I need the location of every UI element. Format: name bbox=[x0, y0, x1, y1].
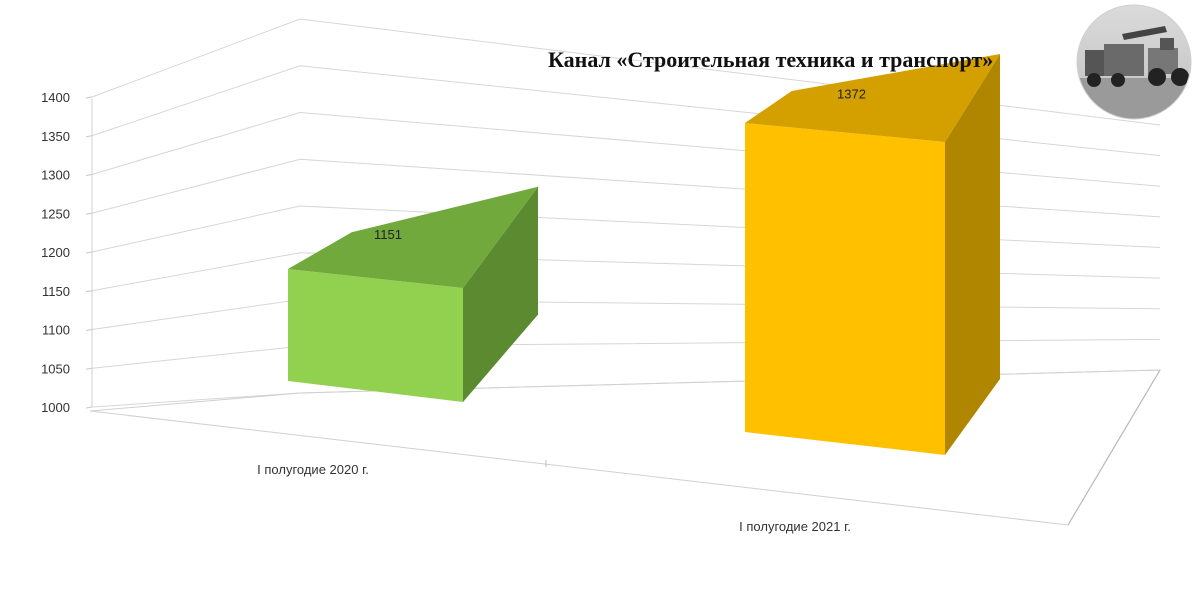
y-tick-label: 1350 bbox=[41, 129, 70, 144]
y-tick-mark bbox=[85, 135, 93, 138]
y-tick-mark bbox=[85, 290, 93, 293]
y-tick-label: 1250 bbox=[41, 206, 70, 221]
channel-title: Канал «Строительная техника и транспорт» bbox=[548, 47, 993, 72]
bar-front-face bbox=[745, 123, 945, 455]
bar-2: 1372 bbox=[745, 54, 1000, 455]
y-tick-mark bbox=[85, 174, 93, 176]
construction-vehicles-icon bbox=[1077, 5, 1191, 119]
x-axis-categories: I полугодие 2020 г. I полугодие 2021 г. bbox=[257, 462, 851, 534]
y-axis-ticks: 1000 1050 1100 1150 1200 1250 1300 1350 1400 bbox=[41, 90, 93, 415]
y-tick-label: 1050 bbox=[41, 361, 70, 376]
bar-front-face bbox=[288, 269, 463, 402]
x-category-label: I полугодие 2021 г. bbox=[739, 519, 851, 534]
bar-side-face bbox=[945, 54, 1000, 455]
y-tick-label: 1100 bbox=[42, 323, 70, 338]
y-tick-mark bbox=[85, 367, 93, 370]
chart-bars: 1151 1372 bbox=[288, 54, 1000, 455]
x-category-label: I полугодие 2020 г. bbox=[257, 462, 369, 477]
y-tick-mark bbox=[85, 251, 93, 254]
floor-right-edge bbox=[1067, 369, 1161, 526]
y-tick-label: 1300 bbox=[41, 168, 70, 183]
bar-data-label: 1372 bbox=[837, 87, 866, 102]
y-tick-mark bbox=[85, 329, 93, 331]
bar-1: 1151 bbox=[288, 186, 538, 402]
y-tick-label: 1150 bbox=[42, 284, 70, 299]
chart-floor bbox=[89, 369, 1161, 526]
bar-top-face bbox=[288, 186, 538, 288]
y-tick-label: 1400 bbox=[41, 90, 70, 105]
chart-walls bbox=[89, 99, 1161, 526]
logo bbox=[1076, 4, 1192, 120]
y-tick-mark bbox=[85, 212, 93, 215]
y-tick-mark bbox=[85, 406, 93, 409]
y-tick-label: 1200 bbox=[41, 245, 70, 260]
y-tick-label: 1000 bbox=[41, 400, 70, 415]
bar-side-face bbox=[463, 186, 538, 402]
y-tick-mark bbox=[85, 96, 93, 99]
bar-top-face bbox=[745, 54, 1000, 142]
bar-data-label: 1151 bbox=[374, 227, 402, 242]
